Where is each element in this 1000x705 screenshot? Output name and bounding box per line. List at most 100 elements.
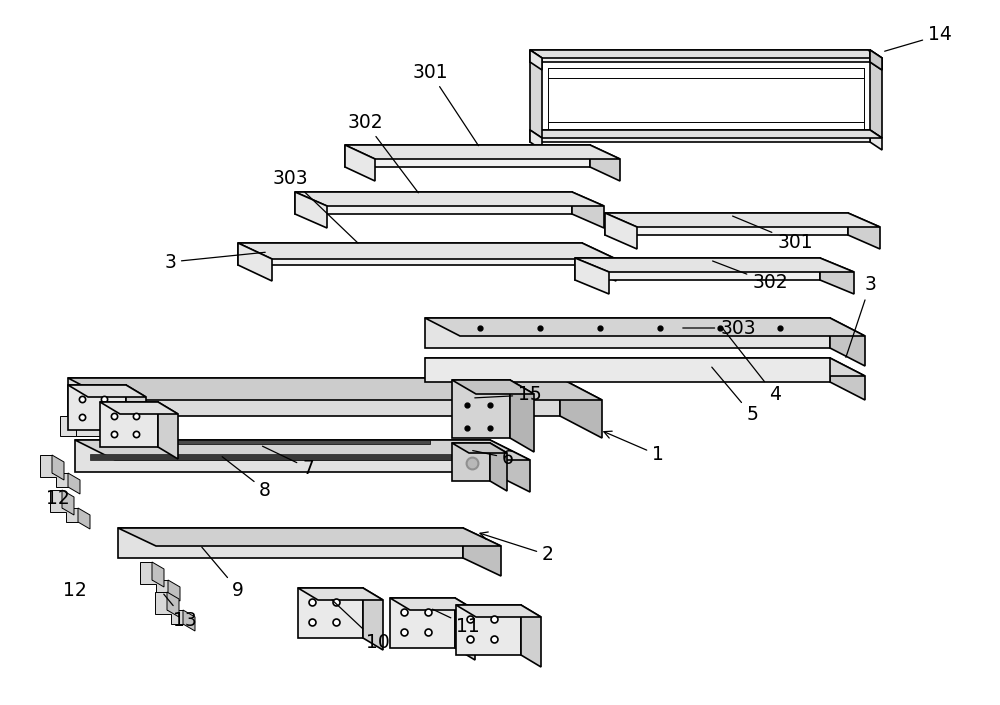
Polygon shape [870,130,882,150]
Text: 303: 303 [272,168,358,243]
Polygon shape [456,605,541,617]
Polygon shape [463,528,501,576]
Polygon shape [582,243,616,281]
Polygon shape [455,598,475,660]
Polygon shape [100,402,158,447]
Polygon shape [456,605,521,655]
Polygon shape [68,378,602,400]
Polygon shape [100,402,178,414]
Polygon shape [345,145,590,167]
Polygon shape [830,318,865,366]
Polygon shape [452,380,510,438]
Polygon shape [62,490,74,515]
Polygon shape [870,50,882,70]
Polygon shape [572,192,604,228]
Polygon shape [183,610,195,631]
Polygon shape [490,443,507,491]
Polygon shape [68,385,146,397]
Polygon shape [295,192,327,228]
Text: 15: 15 [475,386,542,405]
Polygon shape [521,605,541,667]
Polygon shape [76,416,104,436]
Text: 5: 5 [712,367,758,424]
Polygon shape [870,50,882,70]
Polygon shape [530,50,870,62]
Polygon shape [530,50,542,70]
Polygon shape [52,455,64,480]
Polygon shape [870,50,882,138]
Polygon shape [590,145,620,181]
Polygon shape [158,402,178,459]
Polygon shape [345,145,620,159]
Polygon shape [155,592,183,624]
Polygon shape [126,385,146,442]
Text: 3: 3 [846,276,876,357]
Polygon shape [575,258,820,280]
Polygon shape [605,213,880,227]
Text: 7: 7 [263,446,314,477]
Polygon shape [238,243,616,259]
Polygon shape [510,380,534,452]
Polygon shape [155,440,430,444]
Polygon shape [425,358,865,376]
Text: 301: 301 [733,216,813,252]
Text: 3: 3 [164,252,265,271]
Polygon shape [167,592,179,617]
Polygon shape [530,50,880,58]
Polygon shape [363,588,383,650]
Polygon shape [345,145,375,181]
Text: 8: 8 [222,457,271,500]
Polygon shape [605,213,848,235]
Text: 302: 302 [347,113,418,192]
Text: 2: 2 [480,532,554,565]
Text: 12: 12 [63,580,87,599]
Polygon shape [820,258,854,294]
Polygon shape [60,416,88,436]
Polygon shape [575,258,854,272]
Polygon shape [298,588,363,638]
Text: 12: 12 [46,489,70,508]
Polygon shape [68,473,80,494]
Polygon shape [152,562,164,587]
Polygon shape [78,508,90,529]
Text: 302: 302 [713,261,788,293]
Polygon shape [530,50,542,138]
Polygon shape [530,130,870,142]
Polygon shape [425,318,830,348]
Polygon shape [390,598,475,610]
Polygon shape [118,528,463,558]
Polygon shape [490,440,530,492]
Text: 14: 14 [885,25,952,51]
Polygon shape [50,490,78,522]
Polygon shape [238,243,272,281]
Polygon shape [452,380,534,394]
Polygon shape [452,443,507,453]
Text: 6: 6 [473,448,514,467]
Polygon shape [530,130,882,138]
Text: 301: 301 [412,63,478,146]
Polygon shape [298,588,383,600]
Polygon shape [118,528,501,546]
Polygon shape [68,385,126,430]
Text: 11: 11 [433,609,480,635]
Polygon shape [575,258,609,294]
Polygon shape [390,598,455,648]
Polygon shape [90,454,480,460]
Polygon shape [425,358,830,382]
Polygon shape [68,378,560,416]
Polygon shape [848,213,880,249]
Polygon shape [560,378,602,438]
Text: 10: 10 [332,600,390,653]
Polygon shape [238,243,582,265]
Polygon shape [530,130,542,150]
Polygon shape [295,192,604,206]
Text: 1: 1 [604,431,664,465]
Polygon shape [75,440,530,460]
Text: 9: 9 [202,547,244,599]
Polygon shape [605,213,637,249]
Text: 4: 4 [722,327,781,405]
Polygon shape [40,455,68,487]
Polygon shape [75,440,490,472]
Polygon shape [425,318,865,336]
Polygon shape [452,443,490,481]
